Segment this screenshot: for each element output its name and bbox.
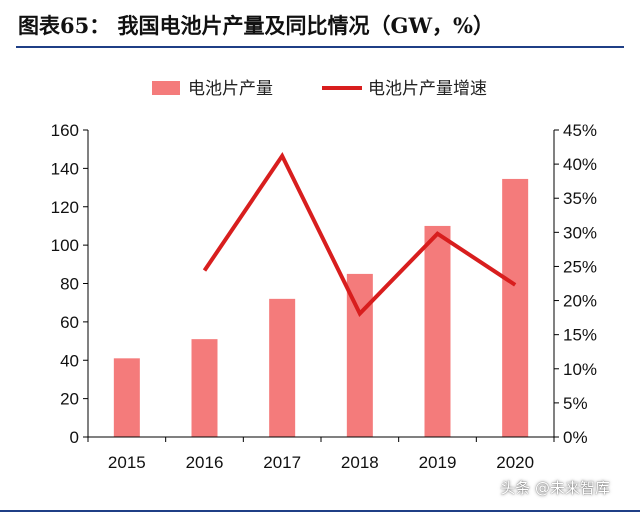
x-tick-label: 2018 <box>341 453 379 472</box>
y-right-tick-label: 15% <box>563 326 597 345</box>
y-right-tick-label: 5% <box>563 394 588 413</box>
bar-2015 <box>113 358 140 437</box>
y-left-tick-label: 120 <box>51 198 79 217</box>
y-right-tick-label: 20% <box>563 292 597 311</box>
header-divider <box>16 46 624 48</box>
x-tick-label: 2019 <box>419 453 457 472</box>
y-right-tick-label: 10% <box>563 360 597 379</box>
y-right-tick-label: 35% <box>563 189 597 208</box>
watermark: 头条 @未来智库 <box>500 479 610 497</box>
bar-2017 <box>269 298 296 437</box>
bar-2020 <box>502 178 529 437</box>
y-left-tick-label: 20 <box>60 390 79 409</box>
y-left-tick-label: 0 <box>70 428 79 447</box>
y-right-tick-label: 0% <box>563 428 588 447</box>
x-tick-label: 2020 <box>496 453 534 472</box>
y-left-tick-label: 140 <box>51 159 79 178</box>
y-left-tick-label: 100 <box>51 236 79 255</box>
bottom-divider <box>0 510 640 512</box>
legend-label-bar: 电池片产量 <box>188 79 273 99</box>
y-right-tick-label: 40% <box>563 155 597 174</box>
y-left-tick-label: 80 <box>60 275 79 294</box>
y-right-tick-label: 25% <box>563 257 597 276</box>
figure-title: 图表65： 我国电池片产量及同比情况（GW，%） <box>18 13 495 38</box>
legend-label-line: 电池片产量增速 <box>368 79 487 99</box>
y-right-tick-label: 30% <box>563 223 597 242</box>
x-tick-label: 2015 <box>108 453 146 472</box>
x-tick-label: 2016 <box>186 453 224 472</box>
x-tick-label: 2017 <box>263 453 301 472</box>
figure-header: 图表65： 我国电池片产量及同比情况（GW，%） <box>0 0 640 48</box>
bar-2019 <box>424 225 451 437</box>
y-right-tick-label: 45% <box>563 121 597 140</box>
y-left-tick-label: 40 <box>60 351 79 370</box>
bar-2018 <box>346 273 373 437</box>
y-left-tick-label: 160 <box>51 121 79 140</box>
legend-swatch-bar <box>152 81 180 95</box>
y-left-tick-label: 60 <box>60 313 79 332</box>
bar-2016 <box>191 339 218 437</box>
